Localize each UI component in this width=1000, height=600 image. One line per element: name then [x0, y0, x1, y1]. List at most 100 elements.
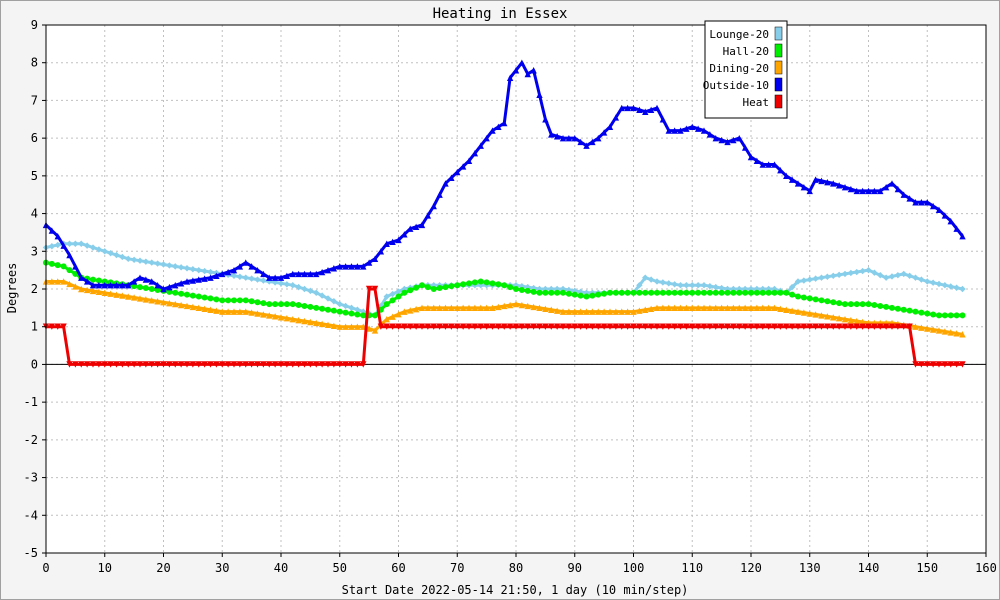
data-point — [947, 312, 954, 319]
data-point — [847, 316, 855, 324]
data-point — [694, 323, 702, 330]
data-point — [230, 361, 238, 368]
data-point — [659, 304, 667, 312]
data-point — [894, 185, 902, 193]
data-point — [313, 304, 320, 311]
data-point — [407, 323, 414, 330]
data-point — [812, 296, 819, 303]
data-point — [289, 315, 296, 323]
data-point — [184, 291, 190, 298]
data-point — [929, 326, 937, 333]
data-point — [900, 323, 907, 330]
data-point — [724, 304, 731, 312]
data-point — [595, 291, 602, 298]
data-point — [929, 202, 937, 210]
data-point — [618, 323, 625, 330]
y-tick-label: 8 — [31, 56, 38, 70]
data-point — [882, 274, 890, 281]
data-point — [753, 289, 760, 296]
data-point — [260, 311, 267, 318]
data-point — [436, 304, 443, 312]
data-point — [354, 306, 361, 313]
data-point — [465, 157, 473, 164]
data-point — [647, 276, 655, 283]
data-point — [888, 273, 896, 280]
data-point — [324, 266, 332, 274]
data-point — [83, 242, 91, 249]
data-point — [589, 292, 596, 299]
data-point — [330, 307, 337, 314]
data-point — [530, 303, 537, 311]
data-point — [442, 304, 449, 312]
data-point — [724, 138, 731, 146]
data-point — [935, 206, 943, 213]
data-point — [513, 286, 519, 292]
data-point — [113, 251, 120, 259]
data-point — [565, 290, 572, 297]
data-point — [407, 287, 414, 294]
data-point — [454, 304, 461, 312]
y-tick-label: -4 — [24, 508, 38, 522]
data-point — [377, 323, 385, 330]
data-point — [689, 289, 696, 296]
data-point — [741, 144, 749, 151]
data-point — [301, 285, 308, 293]
data-point — [830, 314, 837, 321]
data-point — [953, 361, 960, 368]
data-point — [877, 187, 884, 195]
data-point — [865, 323, 872, 330]
data-point — [771, 161, 778, 168]
data-point — [301, 317, 308, 325]
data-point — [565, 308, 573, 315]
data-point — [319, 305, 326, 312]
data-point — [266, 274, 273, 281]
data-point — [606, 308, 614, 315]
data-point — [72, 263, 79, 270]
legend-swatch — [774, 26, 783, 41]
data-point — [177, 280, 185, 287]
data-point — [54, 241, 61, 249]
data-point — [559, 308, 567, 315]
data-point — [195, 276, 202, 283]
data-point — [794, 180, 802, 187]
data-point — [289, 301, 296, 308]
data-point — [130, 256, 138, 263]
data-point — [471, 304, 479, 312]
data-point — [48, 323, 56, 330]
data-point — [277, 280, 285, 287]
data-point — [448, 323, 455, 330]
data-point — [935, 280, 943, 288]
data-point — [671, 281, 678, 288]
data-point — [730, 136, 737, 144]
data-point — [101, 282, 108, 289]
data-point — [412, 223, 420, 230]
data-point — [559, 323, 567, 330]
series-heat — [42, 285, 966, 368]
data-point — [95, 277, 102, 284]
data-point — [166, 288, 173, 295]
data-point — [941, 212, 949, 219]
data-point — [307, 361, 314, 368]
data-point — [260, 300, 267, 307]
data-point — [542, 305, 549, 312]
data-point — [841, 183, 849, 191]
data-point — [236, 308, 244, 315]
data-point — [512, 300, 520, 308]
data-point — [536, 304, 543, 312]
data-point — [389, 323, 396, 330]
data-point — [336, 323, 343, 330]
data-point — [236, 361, 244, 368]
data-point — [924, 310, 931, 317]
data-point — [230, 272, 238, 279]
data-point — [536, 289, 543, 296]
x-tick-label: 140 — [858, 561, 880, 575]
data-point — [342, 302, 349, 310]
data-point — [266, 301, 273, 308]
data-point — [912, 308, 919, 315]
data-point — [154, 260, 161, 267]
data-point — [647, 305, 655, 312]
data-point — [859, 323, 866, 330]
data-point — [677, 127, 684, 134]
data-point — [706, 304, 714, 312]
data-point — [812, 275, 819, 282]
